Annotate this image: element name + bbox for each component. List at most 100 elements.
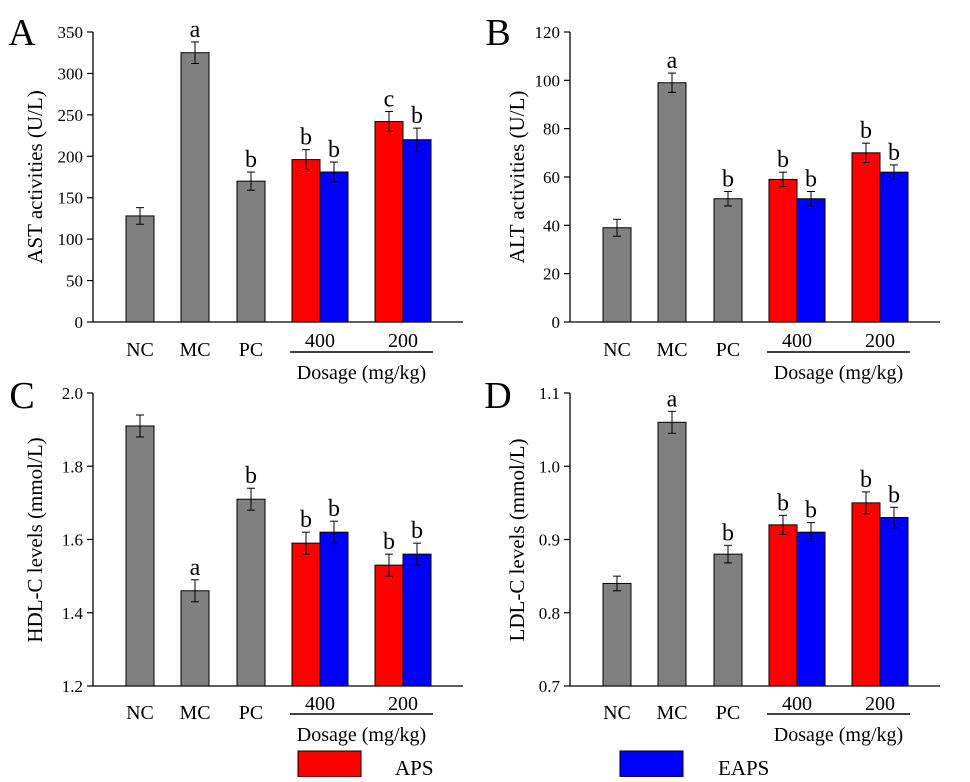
significance-letter: a <box>190 555 201 581</box>
significance-letter: a <box>667 48 678 74</box>
dosage-label: Dosage (mg/kg) <box>774 724 903 746</box>
bar-aps-400 <box>768 178 798 323</box>
dose-group-label: 200 <box>865 693 895 715</box>
y-tick-label: 20 <box>543 265 560 284</box>
x-category-label: PC <box>239 702 263 724</box>
bar-aps-400 <box>291 159 321 323</box>
significance-letter: b <box>300 125 312 151</box>
chart-panel-d: D LDL-C levels (mmol/L) 0.7 0.8 0.9 1.0 1.1 NC a… <box>484 375 940 746</box>
y-tick-label: 2.0 <box>62 384 83 403</box>
y-tick-label: 0.9 <box>539 531 560 550</box>
significance-letter: a <box>667 386 678 412</box>
bar-eaps-400 <box>319 531 349 687</box>
bar-pc <box>713 198 743 323</box>
y-tick-label: 120 <box>535 23 561 42</box>
significance-letter: b <box>245 147 257 173</box>
bar-mc <box>657 421 687 687</box>
panel-label: D <box>484 375 511 417</box>
y-tick-label: 60 <box>543 168 560 187</box>
legend: APS EAPS <box>297 750 769 780</box>
dosage-label: Dosage (mg/kg) <box>297 724 426 746</box>
y-tick-label: 300 <box>58 64 84 83</box>
dose-group-label: 400 <box>305 693 335 715</box>
y-tick-label: 1.4 <box>62 604 84 623</box>
y-axis-label: HDL-C levels (mmol/L) <box>23 437 47 642</box>
bar-aps-400 <box>291 542 321 687</box>
bar-mc <box>657 82 687 323</box>
legend-swatch-eaps <box>619 750 684 778</box>
bar-eaps-200 <box>879 171 909 323</box>
bar-aps-200 <box>374 120 404 323</box>
significance-letter: a <box>190 17 201 43</box>
y-axis-label: LDL-C levels (mmol/L) <box>505 439 529 642</box>
panel-label: C <box>9 375 34 417</box>
y-tick-label: 1.0 <box>539 457 560 476</box>
bar-pc <box>236 180 266 323</box>
dose-group-label: 400 <box>305 330 335 352</box>
bar-nc <box>125 425 155 687</box>
y-tick-label: 0.8 <box>539 604 560 623</box>
bar-aps-200 <box>851 502 881 687</box>
x-category-label: MC <box>656 339 687 361</box>
dosage-label: Dosage (mg/kg) <box>297 362 426 384</box>
y-tick-label: 40 <box>543 216 560 235</box>
significance-letter: b <box>860 467 872 493</box>
chart-panel-a: A AST activities (U/L) 0 50 100 150 200 250 300 3… <box>8 12 463 384</box>
x-category-label: PC <box>716 339 740 361</box>
x-category-label: NC <box>603 702 631 724</box>
bar-mc <box>180 590 210 687</box>
y-tick-label: 0 <box>552 313 561 332</box>
y-tick-label: 100 <box>535 71 561 90</box>
legend-swatch-aps <box>297 750 362 778</box>
significance-letter: b <box>777 490 789 516</box>
bar-eaps-200 <box>402 553 432 687</box>
chart-panel-c: C HDL-C levels (mmol/L) 1.2 1.4 1.6 1.8 2.0 NC a… <box>9 375 463 746</box>
y-tick-label: 1.1 <box>539 384 560 403</box>
bar-nc <box>125 215 155 323</box>
bar-nc <box>602 582 632 687</box>
x-category-label: NC <box>126 339 154 361</box>
significance-letter: b <box>777 147 789 173</box>
x-category-label: MC <box>179 702 210 724</box>
legend-label-aps: APS <box>395 756 434 777</box>
y-tick-label: 50 <box>66 272 83 291</box>
significance-letter: b <box>328 137 340 163</box>
bar-pc <box>713 553 743 687</box>
dose-group-label: 200 <box>388 693 418 715</box>
significance-letter: b <box>722 520 734 546</box>
dosage-label: Dosage (mg/kg) <box>774 362 903 384</box>
y-tick-label: 1.8 <box>62 457 83 476</box>
significance-letter: b <box>411 518 423 544</box>
y-tick-label: 250 <box>58 106 84 125</box>
significance-letter: c <box>384 87 395 113</box>
significance-letter: b <box>722 167 734 193</box>
bar-mc <box>180 52 210 323</box>
y-tick-label: 1.2 <box>62 677 83 696</box>
significance-letter: b <box>860 118 872 144</box>
y-tick-label: 100 <box>58 230 84 249</box>
x-category-label: PC <box>716 702 740 724</box>
bar-nc <box>602 227 632 323</box>
panel-label: A <box>8 12 36 54</box>
bar-eaps-400 <box>796 198 826 323</box>
dose-group-label: 400 <box>782 693 812 715</box>
x-category-label: NC <box>603 339 631 361</box>
significance-letter: b <box>805 167 817 193</box>
significance-letter: b <box>888 482 900 508</box>
y-tick-label: 0 <box>75 313 84 332</box>
y-tick-label: 1.6 <box>62 531 83 550</box>
significance-letter: b <box>888 140 900 166</box>
significance-letter: b <box>383 529 395 555</box>
dose-group-label: 200 <box>865 330 895 352</box>
y-axis-label: AST activities (U/L) <box>23 90 47 263</box>
x-category-label: PC <box>239 339 263 361</box>
y-tick-label: 0.7 <box>539 677 561 696</box>
bar-eaps-400 <box>796 531 826 687</box>
bar-eaps-400 <box>319 171 349 323</box>
bar-eaps-200 <box>879 517 909 687</box>
panel-label: B <box>485 12 510 54</box>
significance-letter: b <box>328 496 340 522</box>
chart-panel-b: B ALT activities (U/L) 0 20 40 60 80 100 120 NC a M… <box>485 12 940 384</box>
